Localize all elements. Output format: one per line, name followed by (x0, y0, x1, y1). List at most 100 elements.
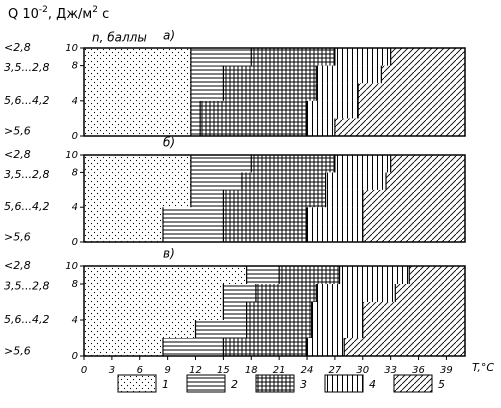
zone (358, 100, 465, 119)
zone (362, 302, 465, 320)
zone (395, 284, 465, 302)
zone (200, 100, 308, 119)
header-sup: 2 (92, 5, 98, 15)
legend-label: 4 (369, 378, 376, 391)
q-label: 5,6...4,2 (4, 200, 49, 213)
zone (246, 266, 280, 284)
x-tick-label: 39 (440, 365, 453, 376)
zone (223, 284, 256, 302)
header-sup: -2 (39, 5, 48, 15)
zone (84, 224, 163, 242)
zone (325, 172, 387, 190)
zone (362, 189, 465, 208)
zone (223, 189, 326, 208)
legend-swatch (393, 374, 433, 393)
zone (162, 338, 224, 356)
zone (311, 302, 363, 320)
zone (246, 320, 312, 338)
panel-frame (83, 154, 466, 243)
panel-label: а) (163, 29, 175, 43)
legend-label: 5 (438, 378, 445, 391)
q-label: 5,6...4,2 (4, 313, 49, 326)
legend-label: 2 (231, 378, 238, 391)
zone (84, 207, 163, 225)
zone (362, 320, 465, 338)
legend-label: 1 (162, 378, 169, 391)
zone (344, 338, 465, 356)
zone (307, 118, 335, 136)
legend-swatch (324, 374, 364, 393)
zone (334, 155, 391, 173)
x-tick-label: 0 (81, 365, 87, 376)
x-tick-label: 21 (273, 365, 286, 376)
zone (84, 155, 191, 173)
q-label: <2,8 (4, 41, 31, 54)
x-tick-label: 12 (189, 365, 202, 376)
q-label: 3,5...2,8 (4, 280, 49, 293)
zone (307, 207, 363, 225)
zone (390, 48, 465, 66)
legend-swatch (186, 374, 226, 393)
zone (251, 48, 335, 66)
zone (162, 224, 224, 242)
x-tick-label: 3 (109, 365, 115, 376)
zone (279, 266, 340, 284)
panel-frame (83, 47, 466, 137)
x-tick-label: 6 (137, 365, 143, 376)
y-tick-label: 8 (72, 61, 78, 72)
zone (339, 266, 410, 284)
zone (84, 83, 191, 101)
zone (195, 320, 247, 338)
zone (325, 189, 363, 208)
header-part: с (98, 7, 109, 22)
zone (316, 83, 359, 101)
zone (162, 207, 224, 225)
x-tick-label: 15 (217, 365, 230, 376)
zone (390, 155, 465, 173)
zone (190, 65, 224, 84)
zone (84, 338, 163, 356)
x-tick-label: 27 (329, 365, 342, 376)
y-tick-label: 10 (65, 261, 78, 272)
zone (307, 224, 363, 242)
q-label: >5,6 (4, 125, 31, 138)
zone (190, 48, 252, 66)
zone (190, 118, 201, 136)
legend-label: 3 (300, 378, 307, 391)
zone (246, 302, 312, 320)
zone (84, 302, 224, 320)
q-label: >5,6 (4, 231, 31, 244)
x-tick-label: 9 (164, 365, 170, 376)
zone (307, 100, 359, 119)
zone (386, 172, 465, 190)
zone (316, 284, 396, 302)
y-tick-label: 10 (65, 43, 78, 54)
y-tick-label: 8 (72, 167, 78, 178)
panel-label: в) (163, 247, 175, 261)
zone (223, 302, 247, 320)
x-tick-label: 30 (356, 365, 369, 376)
zone (223, 224, 308, 242)
q-label: 3,5...2,8 (4, 168, 49, 181)
n-label: n, баллы (92, 31, 147, 45)
zone (362, 207, 465, 225)
zone (223, 207, 308, 225)
zone (316, 65, 382, 84)
y-tick-label: 8 (72, 279, 78, 290)
zone (251, 155, 335, 173)
zone (409, 266, 465, 284)
zone (84, 284, 224, 302)
zone (84, 65, 191, 84)
x-label: T,°C (472, 361, 494, 374)
y-tick-label: 0 (72, 351, 78, 362)
zone (334, 118, 465, 136)
zone (358, 83, 465, 101)
y-tick-label: 0 (72, 131, 78, 142)
zone (255, 284, 317, 302)
zone (223, 338, 308, 356)
q-label: <2,8 (4, 148, 31, 161)
zone (381, 65, 465, 84)
legend-swatch (117, 374, 157, 393)
